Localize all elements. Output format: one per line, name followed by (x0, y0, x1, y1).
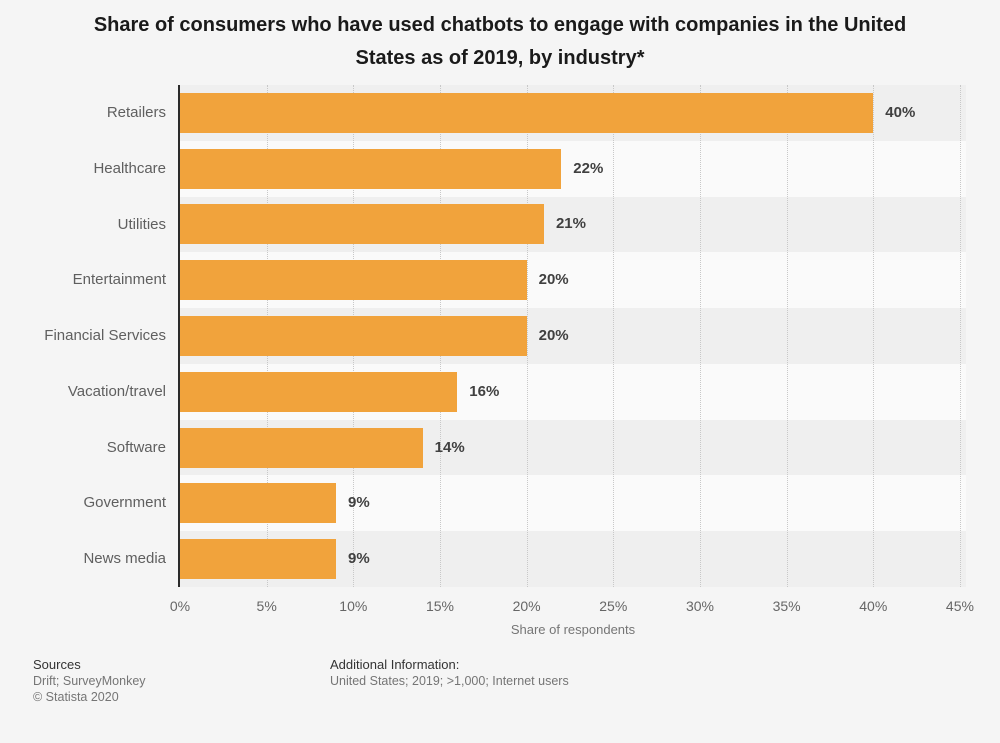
x-axis-ticks: 0% 5% 10% 15% 20% 25% 30% 35% 40% 45% (0, 598, 1000, 616)
category-labels: Retailers Healthcare Utilities Entertainmen… (0, 85, 166, 587)
y-axis-line (178, 85, 180, 587)
gridline (786, 85, 788, 587)
bar-financial-services (180, 316, 527, 356)
category-label: News media (83, 550, 166, 568)
x-tick-label: 20% (512, 598, 541, 614)
value-label: 40% (885, 103, 916, 121)
value-label: 14% (434, 438, 465, 456)
x-tick-label: 5% (256, 598, 277, 614)
gridline (526, 85, 528, 587)
gridline (959, 85, 961, 587)
bar-retailers (180, 92, 874, 133)
value-label: 21% (555, 215, 586, 233)
category-label: Financial Services (44, 327, 166, 345)
sources-block: Sources Drift; SurveyMonkey © Statista 2… (33, 657, 146, 705)
copyright-line: © Statista 2020 (33, 690, 119, 704)
x-tick-label: 0% (169, 598, 191, 614)
category-label: Utilities (117, 215, 166, 233)
x-tick-label: 35% (772, 598, 801, 614)
value-label: 16% (469, 382, 500, 400)
bar-utilities (180, 204, 544, 245)
sources-heading: Sources (33, 657, 81, 672)
value-label: 22% (573, 159, 604, 177)
bar-software (180, 427, 423, 468)
value-label: 20% (538, 271, 569, 289)
chart-title: Share of consumers who have used chatbot… (93, 14, 907, 69)
category-label: Vacation/travel (67, 382, 166, 400)
x-tick-label: 15% (425, 598, 454, 614)
bar-news-media (180, 539, 336, 580)
x-axis-title: Share of respondents (510, 622, 636, 637)
additional-info-line: United States; 2019; >1,000; Internet us… (330, 674, 569, 688)
plot-area: 40% 22% 21% 20% 20% 16% 14% 9% 9% (178, 85, 966, 587)
additional-info-block: Additional Information: United States; 2… (330, 657, 569, 689)
gridline (699, 85, 701, 587)
bar-entertainment (180, 260, 527, 301)
category-label: Software (106, 438, 166, 456)
value-label: 9% (347, 494, 370, 512)
x-tick-label: 10% (339, 598, 368, 614)
value-label: 9% (347, 550, 370, 568)
bar-vacation-travel (180, 371, 458, 412)
x-tick-label: 25% (599, 598, 628, 614)
value-label: 20% (538, 327, 569, 344)
sources-line: Drift; SurveyMonkey (33, 674, 146, 688)
x-tick-label: 45% (945, 598, 974, 614)
additional-info-heading: Additional Information: (330, 657, 460, 672)
category-label: Government (83, 494, 166, 512)
x-tick-label: 40% (859, 598, 888, 614)
gridline (873, 85, 875, 587)
gridline (613, 85, 615, 587)
bar-healthcare (180, 148, 562, 189)
x-tick-label: 30% (685, 598, 714, 614)
category-label: Healthcare (93, 159, 166, 177)
bar-government (180, 483, 336, 524)
category-label: Entertainment (72, 271, 166, 289)
category-label: Retailers (106, 104, 166, 121)
